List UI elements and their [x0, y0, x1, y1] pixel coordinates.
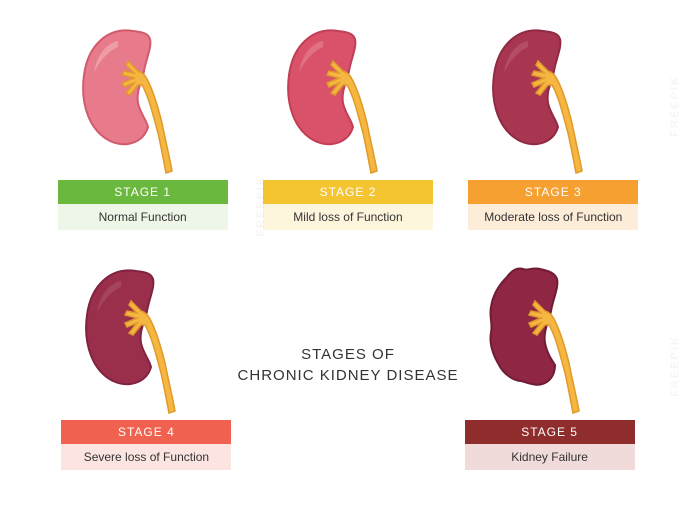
- stage-3-desc: Moderate loss of Function: [468, 204, 638, 230]
- stage-5-desc: Kidney Failure: [465, 444, 635, 470]
- kidney-icon-stage-4: [76, 260, 216, 420]
- kidney-icon-stage-2: [278, 20, 418, 180]
- watermark-icon: FREEPIK: [669, 75, 681, 137]
- title-block: STAGES OF CHRONIC KIDNEY DISEASE: [233, 344, 463, 386]
- infographic-container: STAGE 1 Normal Function STAGE 2 Mild los…: [0, 0, 696, 522]
- row-bottom: STAGE 4 Severe loss of Function STAGES O…: [40, 260, 656, 470]
- stage-2: STAGE 2 Mild loss of Function: [258, 20, 438, 230]
- row-top: STAGE 1 Normal Function STAGE 2 Mild los…: [40, 20, 656, 230]
- stage-5-label: STAGE 5: [465, 420, 635, 444]
- stage-2-label: STAGE 2: [263, 180, 433, 204]
- kidney-icon-stage-3: [483, 20, 623, 180]
- stage-4-label: STAGE 4: [61, 420, 231, 444]
- stage-4: STAGE 4 Severe loss of Function: [60, 260, 233, 470]
- stage-1-desc: Normal Function: [58, 204, 228, 230]
- kidney-icon-stage-5: [480, 260, 620, 420]
- stage-3-label: STAGE 3: [468, 180, 638, 204]
- stage-4-desc: Severe loss of Function: [61, 444, 231, 470]
- stage-1: STAGE 1 Normal Function: [53, 20, 233, 230]
- stage-2-desc: Mild loss of Function: [263, 204, 433, 230]
- stage-3: STAGE 3 Moderate loss of Function: [463, 20, 643, 230]
- title-line-2: CHRONIC KIDNEY DISEASE: [233, 365, 463, 386]
- watermark-icon: FREEPIK: [255, 175, 267, 237]
- watermark-icon: FREEPIK: [669, 335, 681, 397]
- stage-5: STAGE 5 Kidney Failure: [463, 260, 636, 470]
- kidney-icon-stage-1: [73, 20, 213, 180]
- stage-1-label: STAGE 1: [58, 180, 228, 204]
- kidney-body-damaged: [490, 268, 557, 384]
- title-line-1: STAGES OF: [233, 344, 463, 365]
